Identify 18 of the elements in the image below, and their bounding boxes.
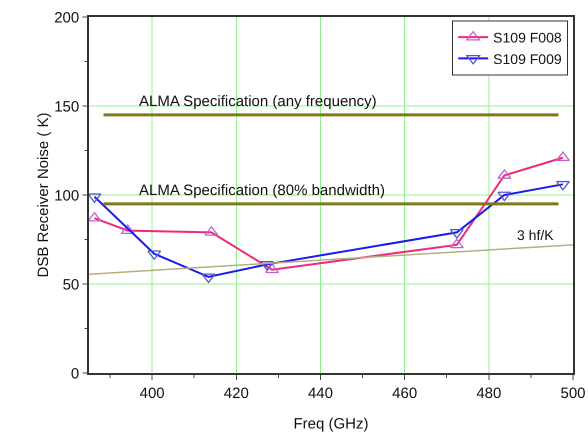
y-tick-label: 50 [62,276,80,294]
legend-label: S109 F008 [493,30,562,46]
ref-line-label: ALMA Specification (80% bandwidth) [139,182,385,199]
y-tick-label: 150 [54,98,80,116]
x-tick-label: 440 [308,384,333,402]
y-tick-label: 0 [70,365,80,382]
y-axis-title: DSB Receiver Noise ( K) [35,112,52,278]
y-tick-label: 100 [54,187,80,204]
y-tick-label: 200 [54,9,80,26]
ref-line-label: ALMA Specification (any frequency) [139,93,377,110]
annotation: 3 hf/K [517,227,554,243]
x-tick-label: 460 [392,384,418,402]
legend-label: S109 F009 [493,50,562,67]
x-tick-label: 480 [476,384,502,402]
x-tick-label: 500 [560,384,586,402]
x-tick-label: 420 [224,384,249,402]
x-tick-label: 400 [140,384,165,402]
x-axis-title: Freq (GHz) [294,416,369,432]
